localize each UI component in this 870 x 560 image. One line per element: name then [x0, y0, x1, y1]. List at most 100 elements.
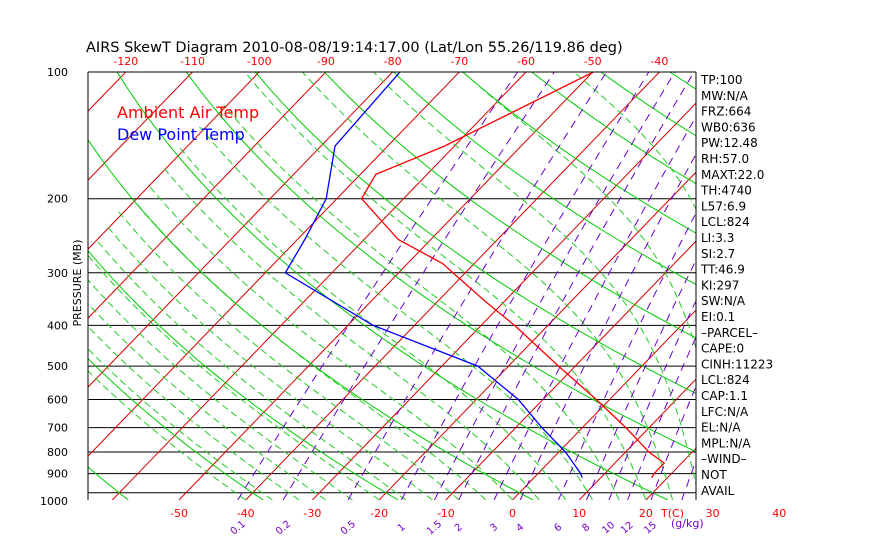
mixing-ratio-tick-label: 2 [453, 522, 465, 535]
bottom-temp-tick-label: 20 [639, 507, 653, 520]
dry-adiabat [88, 466, 129, 500]
top-temp-tick-label: -110 [180, 55, 205, 68]
isotherm-20 [645, 447, 696, 500]
isotherm--50 [178, 72, 594, 500]
moist-adiabat [178, 145, 567, 500]
top-temp-tick-label: -80 [384, 55, 402, 68]
bottom-temp-tick-label: -40 [237, 507, 255, 520]
moist-adiabat [88, 279, 353, 500]
moist-adiabat [95, 239, 407, 500]
top-temp-tick-label: -90 [317, 55, 335, 68]
dry-adiabat [88, 138, 534, 500]
mixing-ratio-line [347, 72, 607, 500]
frame-layer [87, 71, 697, 500]
bottom-temp-tick-label: 30 [706, 507, 720, 520]
mixing-ratio-line [650, 385, 696, 500]
index-item: EL:N/A [701, 421, 741, 435]
pressure-tick-label: 200 [47, 193, 68, 206]
dry-adiabat [393, 72, 696, 286]
ambient-temp-line [360, 72, 666, 478]
mixing-ratio-tick-label: 0.1 [229, 519, 248, 538]
mixing-ratio-line [744, 72, 870, 500]
isotherm--20 [378, 171, 696, 500]
bottom-temp-tick-label: -50 [170, 507, 188, 520]
pressure-tick-label: 500 [47, 360, 68, 373]
isotherm--110 [88, 72, 193, 181]
index-item: TT:46.9 [700, 263, 745, 277]
index-item: CAP:1.1 [701, 389, 748, 403]
mixing-ratio-tick-label: 1 [396, 522, 408, 535]
bottom-temp-tick-label: -30 [303, 507, 321, 520]
dry-adiabat [88, 249, 399, 500]
moist-adiabat [88, 254, 380, 500]
mixing-ratio-tick-label: 4 [514, 522, 526, 535]
index-item: LI:3.3 [701, 231, 734, 245]
bottom-temp-tick-label: 0 [509, 507, 516, 520]
isotherm--70 [88, 72, 460, 457]
dry-adiabat [739, 72, 870, 500]
isotherm-50 [846, 72, 870, 500]
mixing-ratio-tick-label: 10 [600, 520, 617, 537]
top-temp-tick-label: -120 [113, 55, 138, 68]
dry-adiabat [808, 72, 870, 500]
pressure-tick-label: 900 [47, 468, 68, 481]
top-temp-tick-label: -60 [517, 55, 535, 68]
mixing-ratio-line [519, 153, 696, 500]
isotherm--120 [88, 72, 127, 112]
mixing-ratio-line [433, 72, 676, 500]
dry-adiabat [669, 72, 696, 90]
dew-point-line [284, 72, 583, 478]
index-item: RH:57.0 [701, 152, 749, 166]
moist-adiabat [462, 72, 696, 350]
moist-adiabat [88, 348, 273, 500]
dry-adiabat [254, 72, 696, 395]
moist-adiabat [132, 198, 487, 500]
moist-adiabat [373, 72, 696, 487]
mixing-ratio-line [557, 211, 696, 500]
index-item: SW:N/A [701, 294, 746, 308]
x-axis-temp-unit: T(C) [660, 507, 684, 520]
mixing-ratio-line [237, 72, 519, 500]
moist-adiabat [118, 211, 460, 500]
moist-adiabat [88, 325, 300, 500]
index-item: LCL:824 [701, 215, 750, 229]
index-item: MAXT:22.0 [701, 168, 764, 182]
index-item: –PARCEL– [701, 326, 758, 340]
moist-adiabat [88, 302, 327, 500]
isotherm-40 [779, 72, 870, 500]
dry-adiabat [462, 72, 696, 234]
series-layer [284, 72, 666, 478]
bottom-temp-tick-label: 40 [772, 507, 786, 520]
bottom-temp-tick-label: -20 [370, 507, 388, 520]
isotherm--130 [0, 72, 59, 500]
index-item: –WIND– [701, 452, 747, 466]
isotherm--100 [88, 72, 260, 250]
moist-adiabat [223, 104, 620, 500]
pressure-tick-label: 100 [47, 66, 68, 79]
index-item: TH:4740 [700, 184, 752, 198]
mixing-ratio-tick-label: 8 [580, 522, 592, 535]
pressure-tick-label: 1000 [40, 495, 68, 508]
x-axis-mixing-unit: (g/kg) [671, 517, 704, 530]
index-item: L57:6.9 [701, 199, 746, 213]
index-item: KI:297 [701, 278, 739, 292]
mixing-ratio-line [759, 72, 870, 500]
mixing-ratio-line [586, 259, 696, 500]
mixing-ratio-line [627, 335, 696, 500]
index-item: TP:100 [700, 73, 743, 87]
moist-adiabat [244, 72, 647, 500]
mixing-ratio-line [400, 72, 650, 500]
isotherm--60 [111, 72, 527, 500]
isotherm-0 [512, 309, 696, 500]
pressure-tick-label: 400 [47, 319, 68, 332]
moist-adiabat [199, 126, 593, 500]
dry-adiabat [185, 72, 696, 453]
pressure-tick-label: 800 [47, 446, 68, 459]
mixing-ratio-tick-label: 6 [552, 522, 564, 535]
mixing-ratio-tick-label: 1.5 [425, 519, 444, 538]
index-item: AVAIL [701, 484, 735, 498]
mixing-ratio-tick-label: 15 [642, 520, 659, 537]
pressure-tick-label: 300 [47, 267, 68, 280]
